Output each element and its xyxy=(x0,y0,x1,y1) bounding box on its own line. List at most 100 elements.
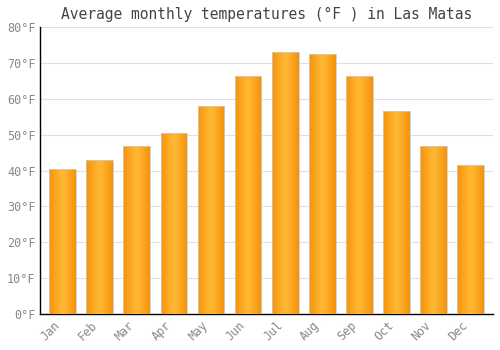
Bar xyxy=(315,54,316,314)
Bar xyxy=(334,54,335,314)
Bar xyxy=(347,76,348,314)
Bar xyxy=(422,146,423,314)
Bar xyxy=(348,76,349,314)
Bar xyxy=(290,52,291,314)
Bar xyxy=(219,106,220,314)
Bar xyxy=(182,133,184,314)
Bar xyxy=(461,165,462,314)
Bar xyxy=(169,133,170,314)
Bar xyxy=(67,169,68,314)
Bar xyxy=(163,133,164,314)
Bar xyxy=(281,52,282,314)
Bar xyxy=(317,54,318,314)
Bar xyxy=(62,169,63,314)
Bar xyxy=(470,165,471,314)
Bar xyxy=(249,76,250,314)
Bar xyxy=(55,169,56,314)
Bar xyxy=(483,165,484,314)
Bar xyxy=(272,52,274,314)
Bar xyxy=(211,106,212,314)
Bar xyxy=(284,52,285,314)
Bar xyxy=(66,169,68,314)
Bar xyxy=(401,112,402,314)
Bar xyxy=(102,160,103,314)
Bar xyxy=(408,112,409,314)
Bar xyxy=(398,112,400,314)
Bar xyxy=(100,160,101,314)
Bar xyxy=(465,165,466,314)
Bar xyxy=(360,76,361,314)
Bar xyxy=(437,146,438,314)
Bar xyxy=(107,160,108,314)
Bar xyxy=(392,112,394,314)
Bar xyxy=(480,165,481,314)
Bar xyxy=(250,76,251,314)
Bar xyxy=(176,133,177,314)
Bar xyxy=(367,76,368,314)
Bar xyxy=(421,146,422,314)
Bar xyxy=(296,52,298,314)
Bar xyxy=(445,146,446,314)
Bar xyxy=(96,160,97,314)
Bar xyxy=(63,169,64,314)
Bar xyxy=(275,52,276,314)
Bar xyxy=(145,146,146,314)
Bar xyxy=(477,165,478,314)
Bar xyxy=(252,76,253,314)
Bar xyxy=(400,112,401,314)
Bar xyxy=(133,146,134,314)
Bar xyxy=(125,146,126,314)
Bar xyxy=(443,146,444,314)
Bar xyxy=(391,112,392,314)
Bar xyxy=(387,112,388,314)
Bar xyxy=(221,106,222,314)
Bar xyxy=(383,112,384,314)
Bar xyxy=(471,165,472,314)
Bar xyxy=(289,52,290,314)
Bar xyxy=(166,133,168,314)
Bar xyxy=(442,146,443,314)
Bar xyxy=(240,76,241,314)
Bar xyxy=(323,54,324,314)
Bar xyxy=(66,169,67,314)
Bar xyxy=(68,169,69,314)
Bar xyxy=(260,76,261,314)
Bar xyxy=(386,112,388,314)
Bar xyxy=(212,106,213,314)
Bar xyxy=(309,54,310,314)
Bar xyxy=(247,76,248,314)
Bar xyxy=(324,54,325,314)
Bar xyxy=(176,133,178,314)
Bar xyxy=(431,146,432,314)
Bar xyxy=(396,112,397,314)
Bar xyxy=(144,146,145,314)
Bar xyxy=(365,76,366,314)
Bar xyxy=(282,52,284,314)
Bar xyxy=(371,76,372,314)
Bar xyxy=(332,54,333,314)
Bar xyxy=(433,146,434,314)
Bar xyxy=(223,106,224,314)
Bar xyxy=(148,146,149,314)
Bar xyxy=(287,52,288,314)
Bar xyxy=(428,146,429,314)
Bar xyxy=(72,169,73,314)
Bar xyxy=(178,133,179,314)
Bar xyxy=(426,146,427,314)
Bar xyxy=(106,160,107,314)
Bar xyxy=(444,146,445,314)
Bar xyxy=(438,146,439,314)
Bar xyxy=(62,169,64,314)
Bar xyxy=(408,112,410,314)
Bar xyxy=(58,169,59,314)
Bar xyxy=(402,112,404,314)
Bar xyxy=(399,112,400,314)
Bar xyxy=(354,76,355,314)
Bar xyxy=(467,165,468,314)
Bar xyxy=(124,146,125,314)
Bar xyxy=(355,76,356,314)
Bar xyxy=(389,112,390,314)
Bar xyxy=(128,146,129,314)
Bar xyxy=(362,76,363,314)
Bar xyxy=(217,106,218,314)
